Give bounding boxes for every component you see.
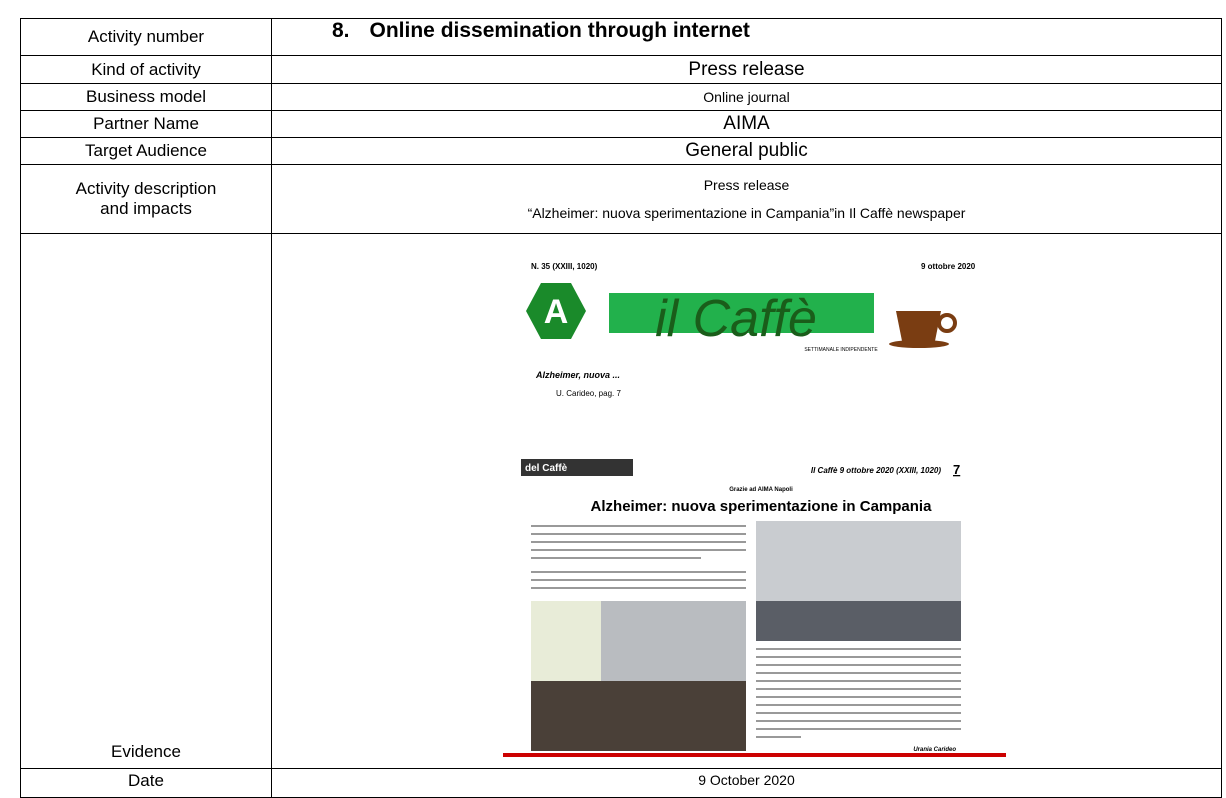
kicker: Grazie ad AIMA Napoli [729,487,793,493]
row-value: 8. Online dissemination through internet [271,18,1222,56]
value: Online journal [703,89,790,105]
label: Partner Name [93,114,199,133]
teaser: Alzheimer, nuova ... [535,370,620,380]
row-value: Press release “Alzheimer: nuova speriment… [271,164,1222,234]
row-value: AIMA [271,110,1222,138]
row-label: Business model [20,83,272,111]
row-label: Activity description and impacts [20,164,272,234]
label: Target Audience [85,141,207,160]
row-label: Target Audience [20,137,272,165]
value: 9 October 2020 [698,772,795,788]
row-value: Online journal [271,83,1222,111]
title: Online dissemination through internet [369,19,750,42]
label: Kind of activity [91,59,201,79]
headline: Alzheimer: nuova sperimentazione in Camp… [590,498,932,515]
issue-date: 9 ottobre 2020 [921,262,976,271]
page-number: 7 [953,462,960,477]
row-label: Partner Name [20,110,272,138]
row-value: Press release [271,55,1222,84]
row-label: Evidence [20,233,272,769]
label: Evidence [111,742,181,761]
tagline: SETTIMANALE INDIPENDENTE [804,347,878,353]
label: Activity description [75,179,217,198]
newspaper-image: N. 35 (XXIII, 1020) 9 ottobre 2020 A il … [500,241,1021,761]
label: Date [128,771,164,790]
value: Press release [703,177,790,193]
row-value: General public [271,137,1222,165]
row-label: Date [20,768,272,798]
number: 8. [332,19,350,42]
value: General public [685,140,808,161]
label: Activity number [87,27,205,46]
row-label: Activity number [20,18,272,56]
issue: N. 35 (XXIII, 1020) [531,262,598,271]
row-value: N. 35 (XXIII, 1020) 9 ottobre 2020 A il … [271,233,1222,769]
masthead: il Caffè [655,290,817,348]
teaser-byline: U. Carideo, pag. 7 [556,389,621,398]
row-label: Kind of activity [20,55,272,84]
value: “Alzheimer: nuova sperimentazione in Cam… [527,205,966,221]
author: Urania Carideo [913,747,956,753]
value: AIMA [723,113,770,134]
svg-text:A: A [543,293,568,331]
row-value: 9 October 2020 [271,768,1222,798]
label: Business model [85,87,206,106]
value: Press release [688,58,805,80]
section: del Caffè [525,463,568,474]
label: and impacts [100,199,192,218]
page-header: Il Caffè 9 ottobre 2020 (XXIII, 1020) [810,466,940,475]
